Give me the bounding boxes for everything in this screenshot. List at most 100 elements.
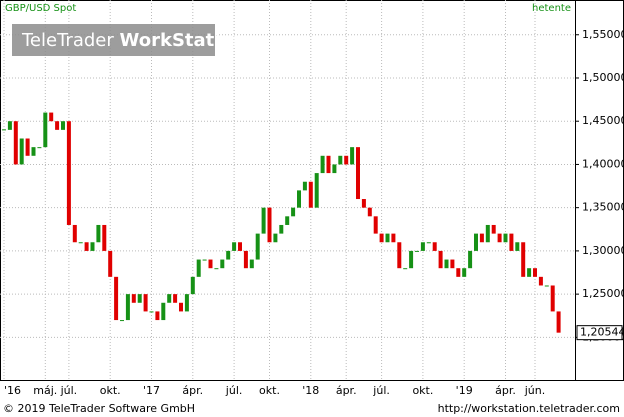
- x-tick-label: okt.: [412, 384, 433, 397]
- grid: [0, 0, 575, 381]
- candle: [527, 268, 532, 277]
- candle: [344, 155, 349, 165]
- candle: [137, 294, 142, 303]
- candle: [297, 190, 301, 208]
- candle: [468, 250, 473, 269]
- candle: [131, 294, 136, 303]
- candle: [326, 155, 331, 174]
- candle: [173, 294, 178, 303]
- x-tick-label: ápr.: [495, 384, 516, 397]
- candle: [196, 259, 201, 277]
- watermark: TeleTrader WorkStation: [21, 30, 246, 51]
- candle: [232, 242, 237, 251]
- candle: [267, 207, 272, 243]
- candle: [249, 259, 254, 269]
- candle: [456, 268, 461, 277]
- candle: [125, 294, 130, 321]
- candle: [533, 268, 537, 277]
- candle: [356, 147, 360, 200]
- x-tick-label: máj.: [33, 384, 57, 397]
- interval: hetente: [532, 3, 571, 14]
- candle: [497, 233, 502, 243]
- candle: [37, 147, 42, 149]
- candle: [279, 224, 284, 234]
- y-tick-label: 1,45000: [582, 114, 624, 127]
- candle: [391, 233, 396, 243]
- candle: [179, 302, 183, 312]
- x-tick-label: '16: [4, 384, 21, 397]
- x-tick-label: '19: [456, 384, 473, 397]
- candle: [373, 216, 378, 234]
- candle: [403, 268, 408, 270]
- candle: [350, 147, 355, 165]
- candle: [261, 207, 266, 234]
- candle: [544, 285, 549, 287]
- candle: [155, 311, 160, 321]
- candle: [302, 181, 307, 191]
- y-tick-label: 1,25000: [582, 287, 624, 300]
- candle: [273, 233, 278, 243]
- candle: [509, 233, 514, 251]
- candle: [550, 285, 555, 312]
- candle: [367, 207, 372, 217]
- candle: [78, 242, 83, 244]
- candle: [19, 138, 24, 165]
- candle: [338, 155, 343, 165]
- candle: [485, 224, 490, 243]
- x-tick-label: júl.: [372, 384, 390, 397]
- x-tick-label: okt.: [259, 384, 280, 397]
- candle: [84, 242, 89, 251]
- candle: [462, 268, 467, 277]
- candle: [438, 250, 443, 269]
- candle: [379, 233, 384, 243]
- x-tick-label: '17: [143, 384, 160, 397]
- candle: [409, 250, 414, 269]
- candle: [243, 250, 248, 269]
- candle: [285, 216, 290, 225]
- footer-left: © 2019 TeleTrader Software GmbH: [3, 402, 195, 415]
- candle: [226, 250, 231, 260]
- candle: [202, 259, 207, 261]
- candle: [31, 147, 36, 156]
- x-tick-label: okt.: [100, 384, 121, 397]
- candle: [7, 121, 12, 130]
- candle: [474, 233, 478, 251]
- candle: [397, 242, 402, 269]
- candle: [149, 311, 154, 313]
- candle: [420, 242, 425, 251]
- candle: [120, 320, 124, 322]
- candle: [515, 242, 520, 251]
- last-price-box: [576, 325, 623, 341]
- footer-right: http://workstation.teletrader.com: [438, 402, 620, 415]
- candle: [143, 294, 148, 312]
- candle: [55, 121, 60, 130]
- candle: [308, 181, 313, 208]
- y-tick-label: 1,50000: [582, 71, 624, 84]
- candle: [114, 276, 119, 321]
- candle: [108, 250, 113, 277]
- candle: [332, 164, 337, 174]
- x-tick-label: ápr.: [182, 384, 203, 397]
- candle: [214, 268, 219, 270]
- candle: [49, 112, 54, 122]
- candle: [255, 233, 260, 260]
- candle: [444, 259, 449, 269]
- candle: [25, 138, 30, 156]
- y-tick-label: 1,40000: [582, 157, 624, 170]
- y-tick-label: 1,30000: [582, 244, 624, 257]
- candle: [66, 121, 71, 225]
- candle: [314, 173, 319, 208]
- candle: [161, 302, 166, 321]
- candle: [320, 155, 325, 174]
- candle: [96, 224, 101, 243]
- watermark-brand: TeleTrader: [21, 30, 114, 51]
- candle: [479, 233, 484, 243]
- candle: [432, 242, 437, 251]
- candle: [556, 311, 561, 333]
- candle: [521, 242, 526, 277]
- candle: [184, 294, 189, 312]
- candle: [503, 233, 508, 243]
- last-price-label: 1,20544: [580, 326, 624, 339]
- candle: [361, 199, 366, 208]
- candle: [61, 121, 65, 130]
